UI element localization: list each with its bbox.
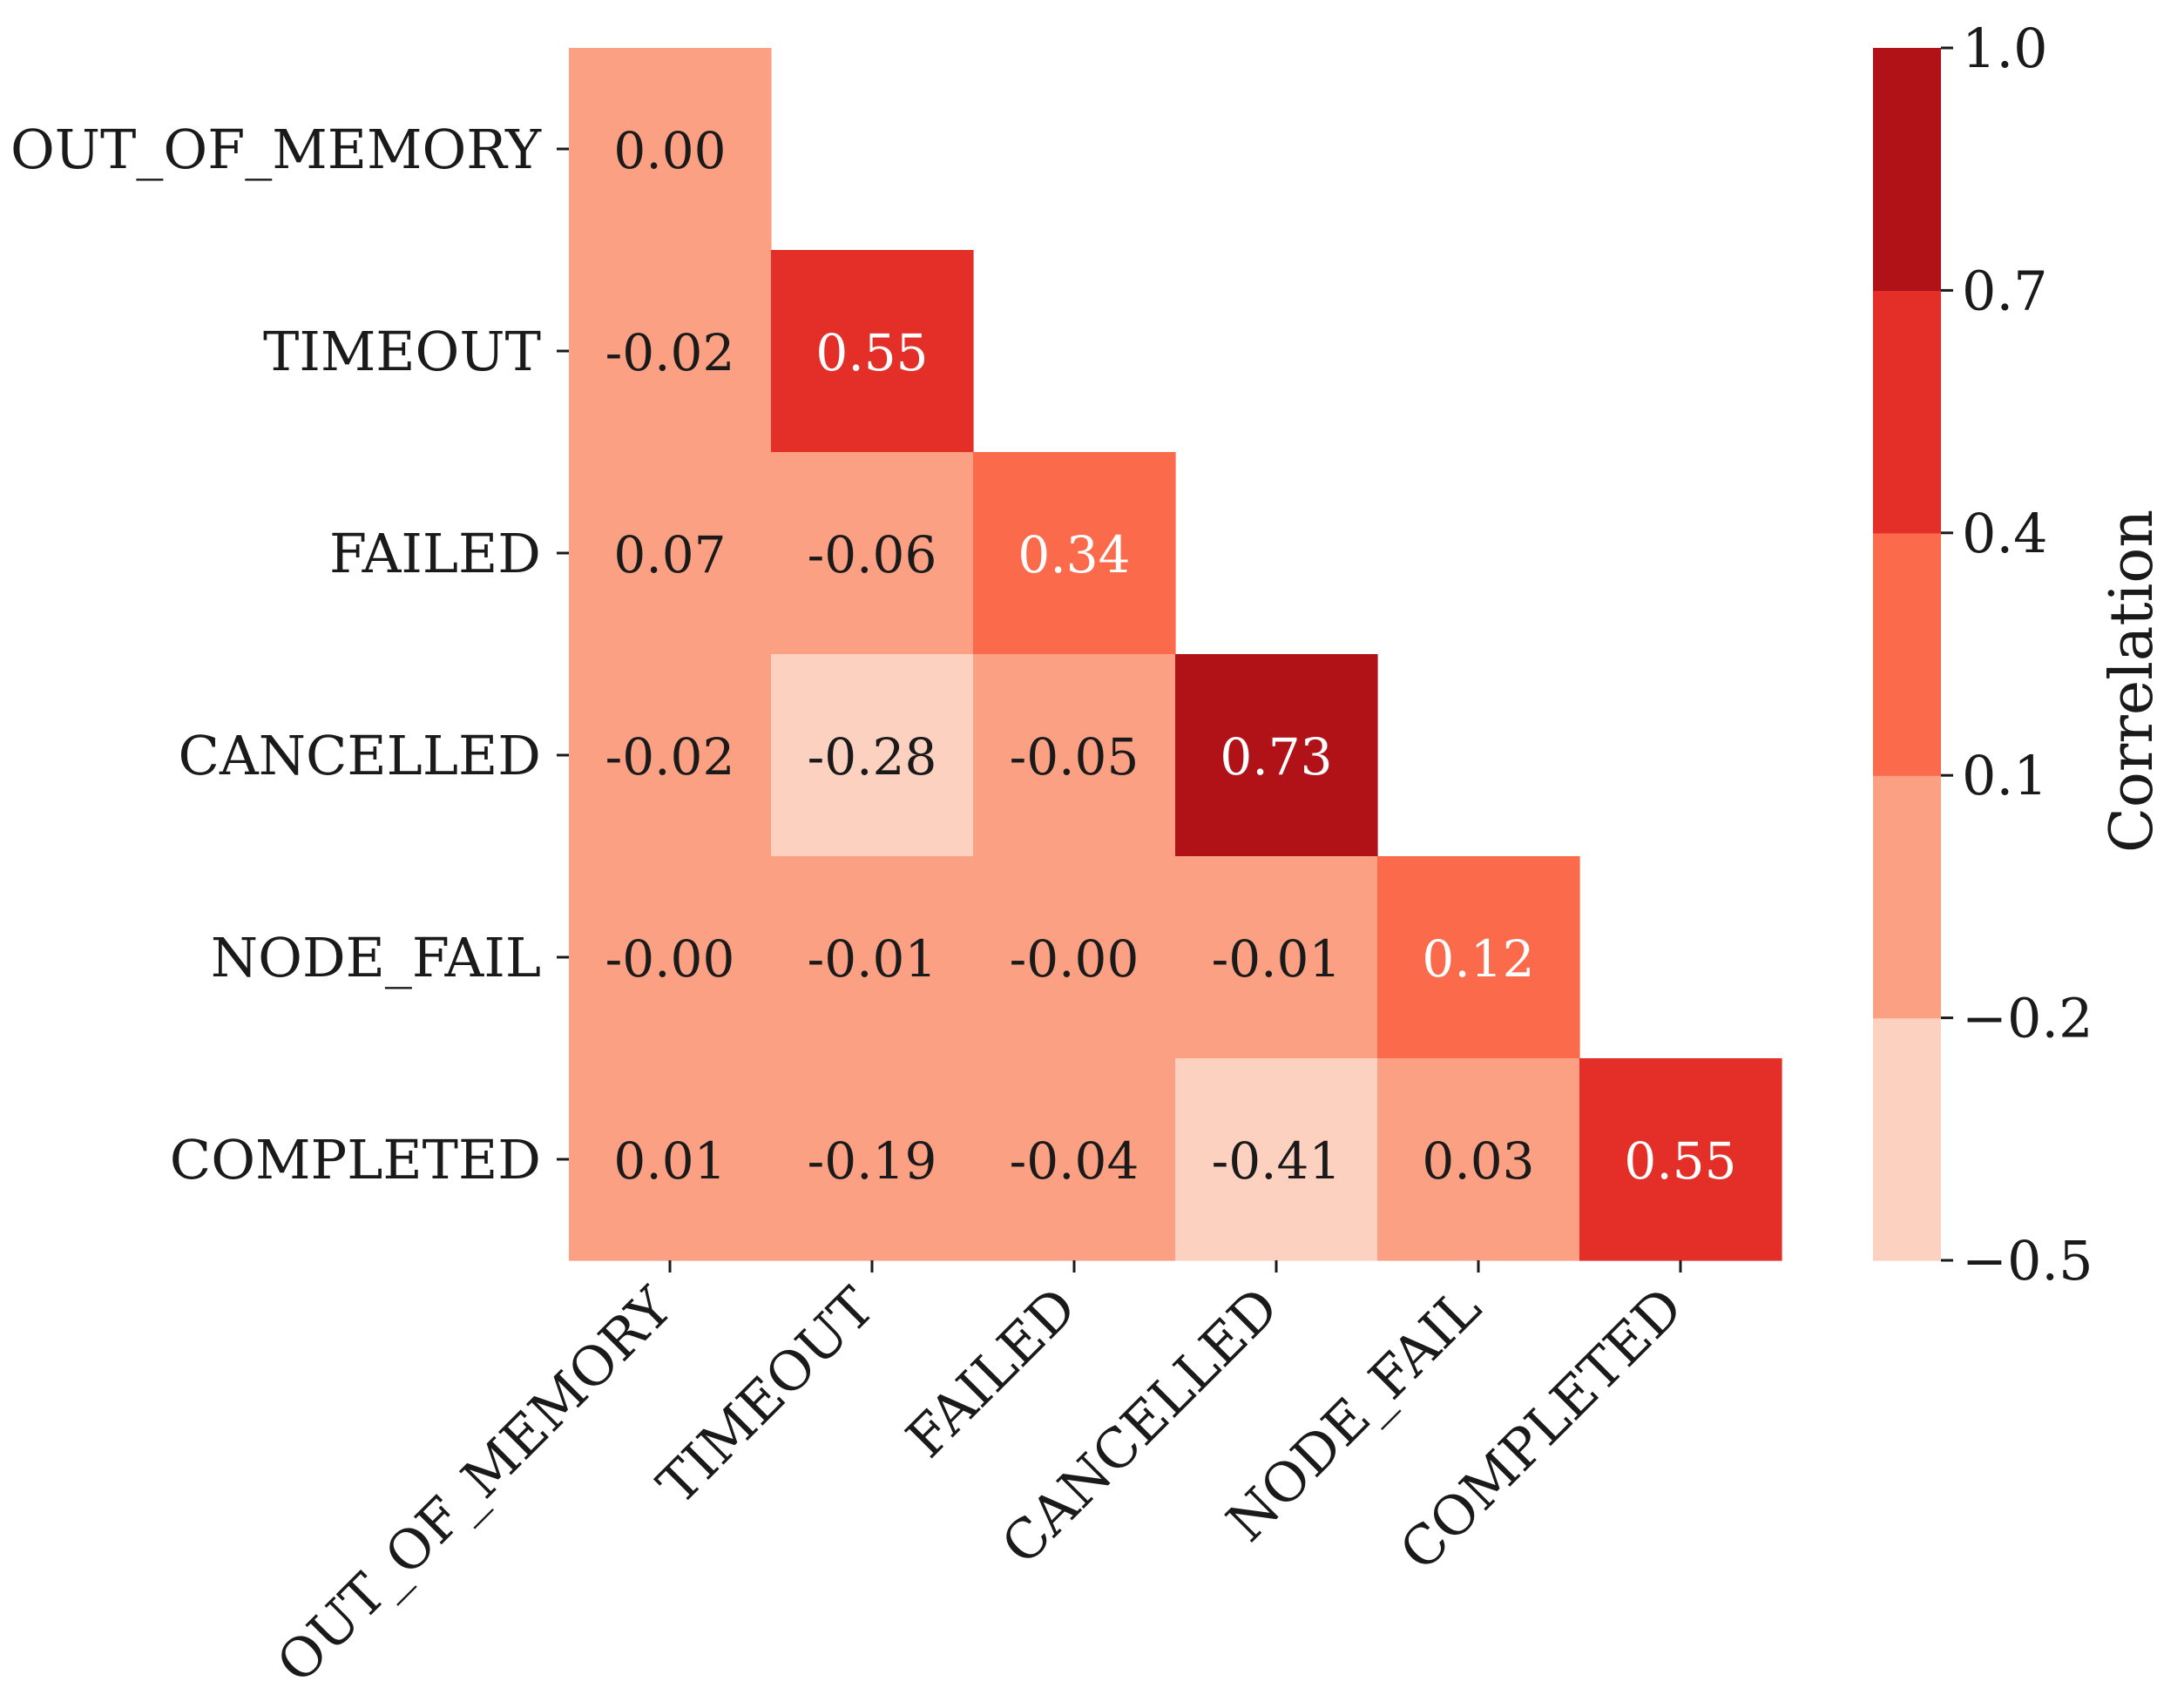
heatmap-cell-1-1	[771, 250, 974, 453]
colorbar-tick-label-0: −0.5	[1962, 1229, 2093, 1293]
cell-label-3-0: -0.02	[605, 727, 735, 786]
cell-label-5-0: 0.01	[613, 1131, 726, 1191]
heatmap-cell-4-1	[771, 856, 974, 1059]
cell-label-2-1: -0.06	[808, 525, 937, 584]
heatmap-cell-4-2	[973, 856, 1176, 1059]
cell-label-5-5: 0.55	[1624, 1131, 1736, 1191]
cell-label-5-2: -0.04	[1010, 1131, 1139, 1191]
cell-label-5-4: 0.03	[1422, 1131, 1534, 1191]
colorbar-tick-label-3: 0.4	[1962, 502, 2048, 565]
cell-annotations: 0.00 -0.02 0.55 0.07 -0.06 0.34 -0.02 -0.28 -0.0…	[605, 121, 1737, 1191]
y-axis: OUT_OF_MEMORY TIMEOUT FAILED CANCELLED NODE_…	[10, 118, 569, 1192]
colorbar-segment-0	[1873, 1017, 1941, 1261]
heatmap-cell-3-1	[771, 654, 974, 857]
heatmap-cell-5-2	[973, 1058, 1176, 1261]
heatmap-cell-5-0	[569, 1058, 772, 1261]
x-tick-label-2: FAILED	[894, 1275, 1088, 1469]
heatmap-cell-5-4	[1377, 1058, 1580, 1261]
y-tick-label-3: CANCELLED	[179, 724, 541, 787]
colorbar-tick-label-5: 1.0	[1962, 17, 2048, 80]
heatmap-cell-4-3	[1175, 856, 1378, 1059]
cell-label-1-0: -0.02	[605, 323, 735, 382]
heatmap-cell-5-5	[1579, 1058, 1782, 1261]
colorbar-tick-label-2: 0.1	[1962, 744, 2048, 807]
cell-label-1-1: 0.55	[815, 323, 928, 382]
heatmap-cell-2-1	[771, 452, 974, 655]
heatmap-cell-3-0	[569, 654, 772, 857]
colorbar-segment-1	[1873, 775, 1941, 1019]
cell-label-4-2: -0.00	[1010, 929, 1139, 989]
cell-label-3-3: 0.73	[1220, 727, 1332, 786]
heatmap-cell-1-0	[569, 250, 772, 453]
cell-label-2-2: 0.34	[1018, 525, 1130, 584]
colorbar-segment-4	[1873, 48, 1941, 291]
cell-label-5-3: -0.41	[1212, 1131, 1342, 1191]
heatmap-cells	[569, 48, 1782, 1261]
colorbar-tick-label-1: −0.2	[1962, 987, 2093, 1050]
y-tick-label-4: NODE_FAIL	[211, 926, 541, 989]
heatmap-cell-5-1	[771, 1058, 974, 1261]
cell-label-4-1: -0.01	[808, 929, 937, 989]
y-tick-label-5: COMPLETED	[170, 1128, 541, 1192]
cell-label-4-3: -0.01	[1212, 929, 1342, 989]
heatmap-cell-4-4	[1377, 856, 1580, 1059]
y-tick-label-1: TIMEOUT	[263, 320, 541, 383]
colorbar-segment-2	[1873, 532, 1941, 776]
colorbar: −0.5 −0.2 0.1 0.4 0.7 1.0	[1873, 17, 2093, 1293]
colorbar-label: Correlation	[2098, 510, 2167, 853]
cell-label-3-1: -0.28	[808, 727, 937, 786]
x-tick-label-0: OUT_OF_MEMORY	[264, 1274, 685, 1695]
colorbar-tick-label-4: 0.7	[1962, 259, 2048, 322]
heatmap-cell-2-0	[569, 452, 772, 655]
x-tick-label-1: TIMEOUT	[645, 1275, 886, 1516]
cell-label-4-4: 0.12	[1422, 929, 1534, 989]
cell-label-5-1: -0.19	[808, 1131, 937, 1191]
heatmap-cell-4-0	[569, 856, 772, 1059]
heatmap-cell-5-3	[1175, 1058, 1378, 1261]
heatmap-cell-3-3	[1175, 654, 1378, 857]
cell-label-0-0: 0.00	[613, 121, 726, 180]
cell-label-4-0: -0.00	[605, 929, 735, 989]
cell-label-3-2: -0.05	[1010, 727, 1139, 786]
heatmap-cell-0-0	[569, 48, 772, 251]
heatmap-cell-3-2	[973, 654, 1176, 857]
colorbar-segment-3	[1873, 290, 1941, 534]
y-tick-label-0: OUT_OF_MEMORY	[10, 118, 542, 181]
y-tick-label-2: FAILED	[329, 522, 541, 585]
heatmap-cell-2-2	[973, 452, 1176, 655]
cell-label-2-0: 0.07	[613, 525, 726, 584]
